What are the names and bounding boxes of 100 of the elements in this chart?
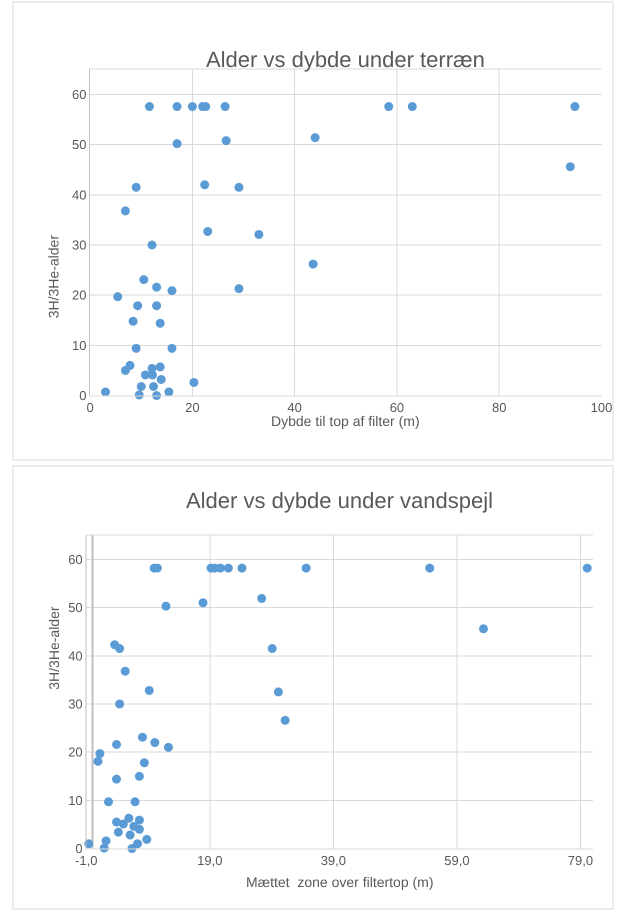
point (582, 564, 592, 573)
y-tick-label: 50 (72, 137, 87, 152)
point (156, 374, 166, 384)
point (133, 301, 142, 310)
point (203, 226, 212, 236)
point (152, 301, 162, 310)
point (142, 834, 152, 844)
point (138, 732, 147, 742)
x-tick-label: 100 (590, 400, 612, 416)
point (149, 382, 158, 391)
point (257, 594, 266, 603)
x-tick-label: 19,0 (197, 853, 222, 868)
y-tick-label: 10 (72, 338, 87, 353)
point (254, 230, 264, 239)
point (172, 102, 182, 112)
point (222, 136, 231, 146)
point (118, 819, 128, 828)
point (140, 758, 149, 768)
x-axis-title: Dybde til top af filter (m) (271, 413, 420, 429)
point (120, 366, 130, 375)
point (144, 102, 154, 112)
y-tick-label: 60 (72, 87, 87, 102)
point (408, 102, 417, 112)
y-axis-title: 3H/3He-alder (45, 234, 62, 318)
x-axis-title: Mættet zone over filtertop (m) (246, 874, 434, 890)
point (384, 102, 394, 112)
point (136, 382, 146, 391)
point (200, 180, 210, 190)
point (139, 275, 148, 284)
x-tick-label: 80 (492, 400, 506, 416)
point (134, 824, 144, 834)
point (115, 644, 124, 654)
x-tick-label: 40 (287, 400, 302, 416)
point (150, 738, 160, 748)
chart-title: Alder vs dybde under vandspejl (186, 488, 493, 513)
y-tick-label: 20 (72, 288, 87, 303)
point (120, 666, 130, 676)
y-tick-label: 30 (72, 238, 87, 253)
point (124, 814, 134, 823)
point (198, 598, 208, 608)
point (167, 286, 176, 296)
y-tick-label: 50 (68, 600, 83, 616)
point (167, 344, 176, 353)
point (302, 564, 311, 573)
point (172, 139, 182, 148)
y-tick-label: 0 (79, 388, 87, 404)
point (164, 742, 173, 752)
point (132, 344, 141, 353)
point (102, 836, 111, 846)
point (128, 316, 138, 326)
point (570, 102, 580, 112)
point (134, 816, 144, 825)
point (220, 102, 230, 112)
point (189, 378, 198, 387)
point (95, 749, 104, 758)
point (134, 772, 144, 781)
point (188, 102, 197, 112)
point (234, 182, 244, 192)
y-axis-title: 3H/3He-alder (46, 606, 62, 690)
y-tick-label: 10 (68, 792, 83, 808)
point (130, 797, 140, 806)
point (104, 797, 113, 806)
x-tick-label: 59,0 (444, 853, 470, 868)
point (112, 774, 122, 784)
point (152, 282, 162, 292)
point (310, 133, 320, 142)
x-tick-label: 20 (185, 400, 200, 416)
y-tick-label: 30 (68, 696, 83, 712)
point (114, 828, 123, 837)
point (425, 564, 434, 573)
point (144, 686, 154, 695)
point (94, 756, 102, 766)
point (234, 284, 244, 294)
point (268, 644, 277, 654)
point (308, 260, 318, 269)
point (133, 839, 142, 848)
point (112, 740, 122, 749)
point (566, 162, 575, 172)
point (156, 318, 165, 328)
point (280, 716, 290, 725)
point (120, 206, 130, 216)
point (237, 564, 246, 573)
point (115, 699, 124, 708)
point (161, 602, 170, 611)
point (113, 292, 122, 302)
point (148, 240, 156, 250)
y-tick-label: 40 (68, 648, 83, 664)
point (156, 362, 165, 372)
y-tick-label: 40 (72, 187, 87, 202)
chart-title: Alder vs dybde under terræn (206, 47, 485, 72)
point (126, 830, 135, 840)
y-tick-label: 20 (68, 744, 83, 760)
point (478, 624, 488, 634)
x-tick-label: 79,0 (568, 853, 594, 868)
point (274, 687, 283, 696)
point (132, 182, 141, 192)
x-tick-label: 39,0 (320, 853, 346, 868)
x-tick-label: 60 (390, 400, 404, 416)
y-tick-label: 60 (68, 552, 83, 567)
point (224, 564, 233, 573)
